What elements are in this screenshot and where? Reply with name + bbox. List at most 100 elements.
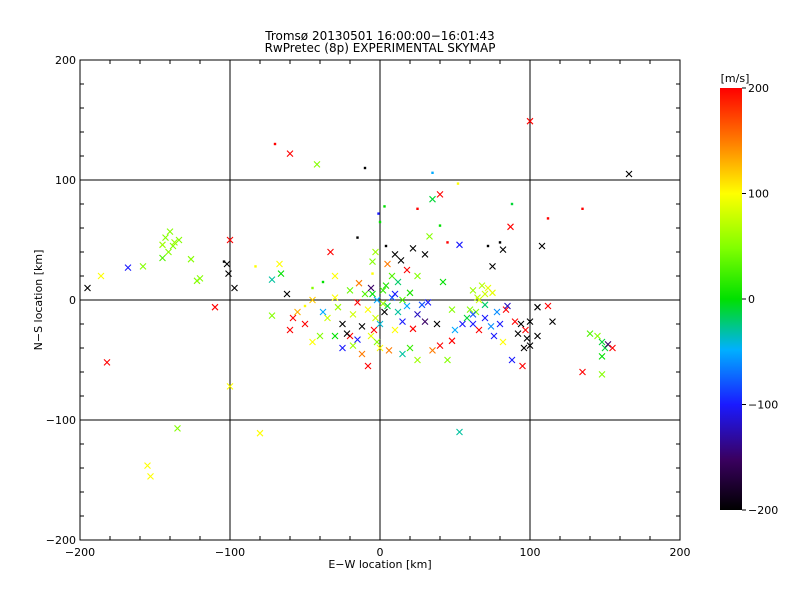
data-point-x	[598, 371, 606, 378]
data-point-dot	[371, 272, 374, 275]
data-point-x	[367, 284, 375, 292]
data-point-x	[276, 260, 283, 268]
data-point-x	[579, 368, 586, 376]
data-point-x	[175, 236, 183, 244]
data-point-dot	[273, 142, 277, 146]
data-point-x	[448, 306, 456, 313]
x-tick-label: 100	[520, 546, 541, 559]
data-point-x	[403, 302, 411, 310]
data-point-x	[103, 359, 111, 366]
data-point-x	[436, 191, 444, 198]
data-point-x	[519, 362, 526, 370]
data-point-x	[475, 326, 483, 334]
colorbar-ticks: −200 −100 0 100 200	[742, 82, 778, 517]
data-point-x	[309, 296, 316, 304]
data-point-x	[403, 266, 411, 274]
data-point-x	[225, 270, 232, 277]
data-point-x	[481, 290, 489, 298]
data-point-x	[598, 353, 606, 360]
data-point-x	[534, 332, 541, 340]
data-point-x	[424, 299, 432, 306]
data-point-x	[379, 287, 387, 294]
data-point-x	[436, 342, 444, 349]
data-point-x	[507, 223, 514, 231]
data-point-x	[147, 473, 154, 480]
grid-lines	[80, 60, 680, 540]
data-point-x	[169, 242, 177, 250]
data-point-x	[331, 332, 339, 340]
data-point-x	[97, 272, 105, 280]
data-point-x	[354, 299, 361, 306]
y-tick-label: 0	[69, 294, 76, 307]
data-point-x	[124, 264, 132, 271]
data-point-x	[286, 150, 294, 157]
data-point-x	[331, 272, 339, 280]
data-point-dot	[377, 212, 380, 215]
data-point-x	[394, 278, 402, 286]
data-point-x	[162, 234, 169, 241]
data-point-x	[459, 320, 466, 328]
data-point-x	[171, 239, 178, 246]
data-point-x	[439, 278, 447, 286]
colorbar-tick-label: −100	[748, 399, 778, 412]
data-point-x	[429, 195, 436, 203]
data-point-x	[499, 246, 507, 253]
data-point-dot	[356, 236, 359, 239]
data-point-x	[481, 314, 489, 322]
data-point-x	[361, 290, 369, 298]
data-point-x	[517, 320, 525, 328]
data-point-x	[381, 308, 388, 316]
data-point-x	[294, 308, 301, 316]
data-point-x	[369, 290, 376, 298]
data-point-x	[358, 323, 366, 330]
data-point-dot	[321, 280, 325, 284]
data-point-x	[414, 311, 421, 318]
data-point-dot	[438, 224, 442, 227]
data-point-x	[397, 257, 405, 264]
colorbar-tick-label: 100	[748, 188, 769, 201]
data-point-x	[174, 425, 181, 432]
data-point-x	[414, 272, 421, 280]
data-point-x	[372, 314, 379, 322]
data-point-dot	[510, 202, 514, 206]
data-point-x	[289, 314, 297, 322]
data-point-x	[489, 289, 496, 297]
data-point-x	[309, 338, 316, 346]
data-point-dot	[431, 171, 434, 174]
data-point-x	[456, 241, 463, 249]
data-point-x	[594, 332, 601, 340]
data-point-x	[426, 233, 433, 240]
data-point-dot	[303, 304, 307, 308]
data-point-x	[268, 312, 276, 319]
data-point-x	[451, 326, 459, 334]
data-point-x	[391, 290, 399, 298]
data-point-x	[211, 303, 219, 311]
data-point-x	[382, 282, 390, 289]
data-point-x	[399, 296, 406, 304]
y-tick-label: −200	[46, 534, 76, 547]
data-point-x	[523, 335, 531, 342]
data-point-x	[409, 245, 417, 252]
data-point-x	[369, 258, 376, 265]
data-point-x	[166, 228, 174, 235]
data-point-x	[399, 318, 406, 325]
data-point-x	[409, 325, 417, 333]
data-point-dot	[222, 260, 226, 263]
colorbar-tick-label: 0	[748, 293, 755, 306]
data-point-x	[324, 314, 331, 322]
data-point-x	[394, 308, 402, 316]
data-point-x	[144, 462, 151, 469]
data-point-dot	[378, 220, 382, 224]
data-point-x	[391, 251, 399, 258]
data-point-x	[373, 296, 381, 304]
data-point-x	[421, 251, 429, 258]
data-point-x	[421, 318, 429, 325]
data-point-x	[469, 287, 477, 294]
data-point-x	[499, 338, 507, 346]
data-point-x	[354, 336, 361, 343]
data-point-x	[475, 296, 483, 304]
data-point-x	[364, 362, 372, 370]
data-point-dot	[456, 182, 460, 185]
data-point-x	[327, 248, 334, 256]
